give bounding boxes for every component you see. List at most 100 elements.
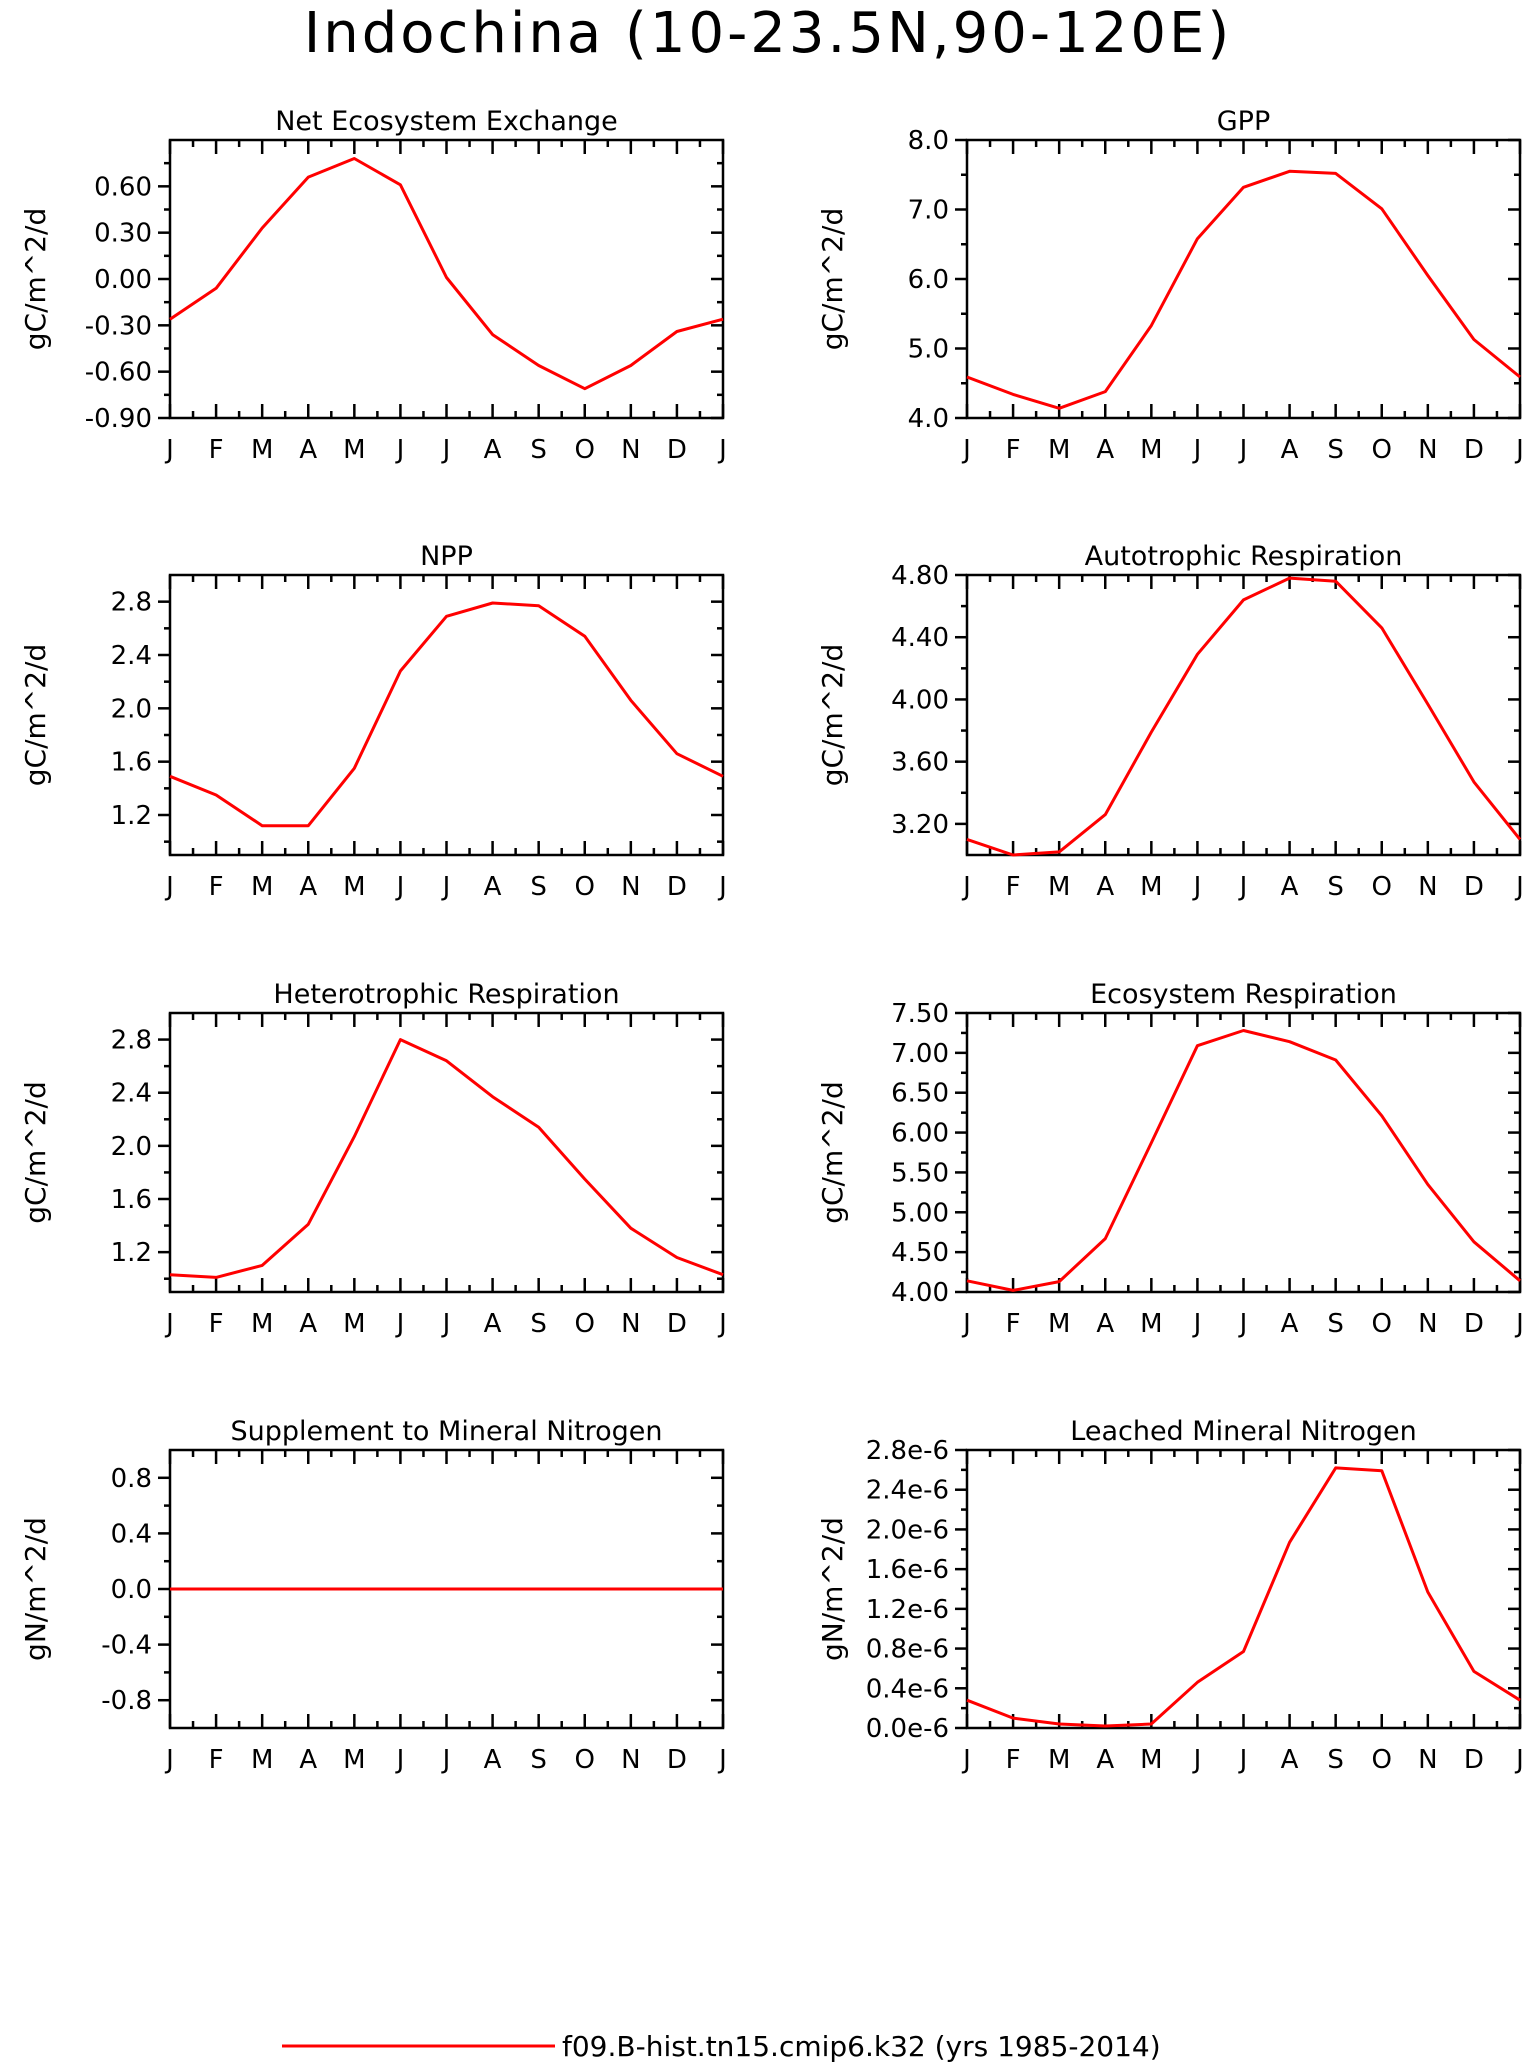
y-tick-label: 6.0 <box>908 265 949 295</box>
y-tick-label: 3.20 <box>891 810 949 840</box>
plot-frame <box>965 573 1522 857</box>
x-tick-label: A <box>299 872 317 902</box>
y-tick-label: 1.2 <box>111 1238 152 1268</box>
y-tick-label: 7.00 <box>891 1039 949 1069</box>
series-line <box>169 601 724 828</box>
y-axis-label: gC/m^2/d <box>19 644 52 787</box>
x-tick-label: J <box>1192 435 1202 465</box>
x-tick-label: J <box>1238 872 1248 902</box>
y-tick-label: 1.2 <box>111 801 152 831</box>
x-tick-label: J <box>1192 1745 1202 1775</box>
x-tick-label: M <box>1140 872 1162 902</box>
y-tick-label: 0.4e-6 <box>866 1674 949 1704</box>
x-tick-label: N <box>621 435 640 465</box>
x-tick-label: M <box>251 435 273 465</box>
y-tick-label: -0.4 <box>101 1631 152 1661</box>
x-tick-label: M <box>1048 435 1070 465</box>
y-tick-label: 0.30 <box>94 219 152 249</box>
x-tick-label: J <box>1192 872 1202 902</box>
x-tick-label: M <box>1048 1745 1070 1775</box>
x-tick-label: A <box>1096 1309 1114 1339</box>
plot-frame <box>965 1448 1522 1730</box>
y-tick-label: 0.8 <box>111 1464 152 1494</box>
x-tick-label: S <box>530 1309 547 1339</box>
x-tick-label: O <box>575 872 595 902</box>
chart-title: GPP <box>1217 106 1271 137</box>
x-tick-label: F <box>209 1745 224 1775</box>
y-tick-label: 2.8 <box>111 1026 152 1056</box>
x-tick-label: A <box>299 1745 317 1775</box>
y-tick-label: 6.50 <box>891 1079 949 1109</box>
x-tick-label: S <box>1327 435 1344 465</box>
x-tick-label: S <box>530 872 547 902</box>
x-tick-label: A <box>1281 435 1299 465</box>
x-tick-label: S <box>530 435 547 465</box>
y-axis-label: gC/m^2/d <box>19 1081 52 1224</box>
x-tick-label: J <box>961 1745 971 1775</box>
x-tick-label: F <box>209 1309 224 1339</box>
x-tick-label: O <box>1372 1309 1392 1339</box>
x-tick-label: J <box>441 1745 451 1775</box>
y-tick-label: 4.40 <box>891 623 949 653</box>
y-tick-label: 0.8e-6 <box>866 1635 949 1665</box>
x-tick-label: J <box>1238 1745 1248 1775</box>
y-axis-label: gC/m^2/d <box>816 644 849 787</box>
chart-title: Ecosystem Respiration <box>1090 979 1397 1010</box>
y-tick-label: 0.0 <box>111 1575 152 1605</box>
y-tick-label: 3.60 <box>891 748 949 778</box>
x-tick-label: J <box>717 1309 727 1339</box>
x-tick-label: A <box>299 435 317 465</box>
x-tick-label: D <box>667 1309 687 1339</box>
x-tick-label: A <box>484 435 502 465</box>
x-tick-label: J <box>164 1745 174 1775</box>
y-tick-label: 4.00 <box>891 685 949 715</box>
y-tick-label: 0.60 <box>94 172 152 202</box>
x-tick-label: J <box>441 872 451 902</box>
x-tick-label: D <box>1464 435 1484 465</box>
figure-main-title: Indochina (10-23.5N,90-120E) <box>304 1 1233 66</box>
y-tick-label: 4.50 <box>891 1238 949 1268</box>
x-tick-label: J <box>1514 435 1524 465</box>
x-tick-label: J <box>1192 1309 1202 1339</box>
x-tick-label: F <box>1006 872 1021 902</box>
plot-frame <box>965 1011 1522 1294</box>
x-tick-label: J <box>1514 1309 1524 1339</box>
x-tick-label: S <box>1327 1309 1344 1339</box>
series-line <box>966 169 1521 410</box>
x-tick-label: F <box>1006 435 1021 465</box>
y-tick-label: 1.6e-6 <box>866 1555 949 1585</box>
x-tick-label: N <box>1418 1745 1437 1775</box>
legend-label: f09.B-hist.tn15.cmip6.k32 (yrs 1985-2014… <box>562 2030 1161 2063</box>
x-tick-label: O <box>1372 435 1392 465</box>
y-tick-label: -0.60 <box>85 358 152 388</box>
x-tick-label: F <box>1006 1309 1021 1339</box>
y-tick-label: 1.6 <box>111 748 152 778</box>
x-tick-label: J <box>717 1745 727 1775</box>
y-tick-label: 1.2e-6 <box>866 1595 949 1625</box>
x-tick-label: A <box>484 872 502 902</box>
y-tick-label: 7.50 <box>891 999 949 1029</box>
x-tick-label: D <box>1464 1309 1484 1339</box>
x-tick-label: N <box>621 872 640 902</box>
y-tick-label: 7.0 <box>908 196 949 226</box>
series-line <box>169 1038 724 1279</box>
x-tick-label: N <box>1418 435 1437 465</box>
y-tick-label: 6.00 <box>891 1119 949 1149</box>
x-tick-label: M <box>1140 1309 1162 1339</box>
x-tick-label: D <box>667 435 687 465</box>
x-tick-label: F <box>209 872 224 902</box>
x-tick-label: A <box>1281 1309 1299 1339</box>
x-tick-label: O <box>575 1309 595 1339</box>
x-tick-label: J <box>395 1745 405 1775</box>
x-tick-label: M <box>343 1309 365 1339</box>
y-axis-label: gN/m^2/d <box>19 1517 52 1661</box>
x-tick-label: A <box>1281 872 1299 902</box>
x-tick-label: J <box>164 435 174 465</box>
y-tick-label: 2.8 <box>111 588 152 618</box>
x-tick-label: J <box>1514 872 1524 902</box>
